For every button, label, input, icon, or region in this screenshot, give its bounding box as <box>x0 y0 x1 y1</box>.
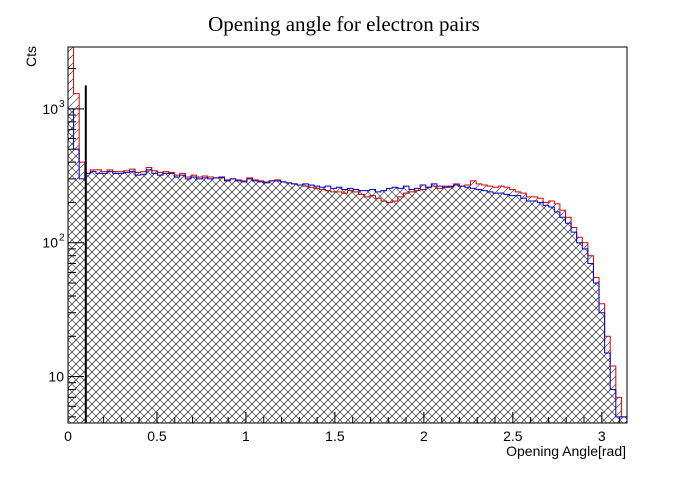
x-tick-label: 0.5 <box>147 428 167 444</box>
y-tick-label: 10 <box>42 235 58 251</box>
y-tick-exponent: 2 <box>59 233 65 244</box>
x-axis: 0 0.5 1 1.5 2 2.5 3 <box>64 412 621 444</box>
x-tick-label: 1.5 <box>325 428 345 444</box>
y-tick-exponent: 3 <box>59 99 65 110</box>
y-axis-label: Cts <box>23 46 39 67</box>
chart-title: Opening angle for electron pairs <box>208 12 480 36</box>
x-tick-label: 1 <box>242 428 250 444</box>
plot-area <box>68 47 627 423</box>
y-tick-label: 10 <box>42 101 58 117</box>
y-tick-label: 10 <box>48 369 64 385</box>
series-0-outline <box>68 108 627 418</box>
x-tick-label: 2 <box>420 428 428 444</box>
series-0-fill <box>68 108 627 423</box>
plot-frame <box>67 46 628 424</box>
x-tick-label: 0 <box>64 428 72 444</box>
x-axis-label: Opening Angle[rad] <box>506 443 626 459</box>
x-tick-label: 2.5 <box>503 428 523 444</box>
x-tick-label: 3 <box>598 428 606 444</box>
